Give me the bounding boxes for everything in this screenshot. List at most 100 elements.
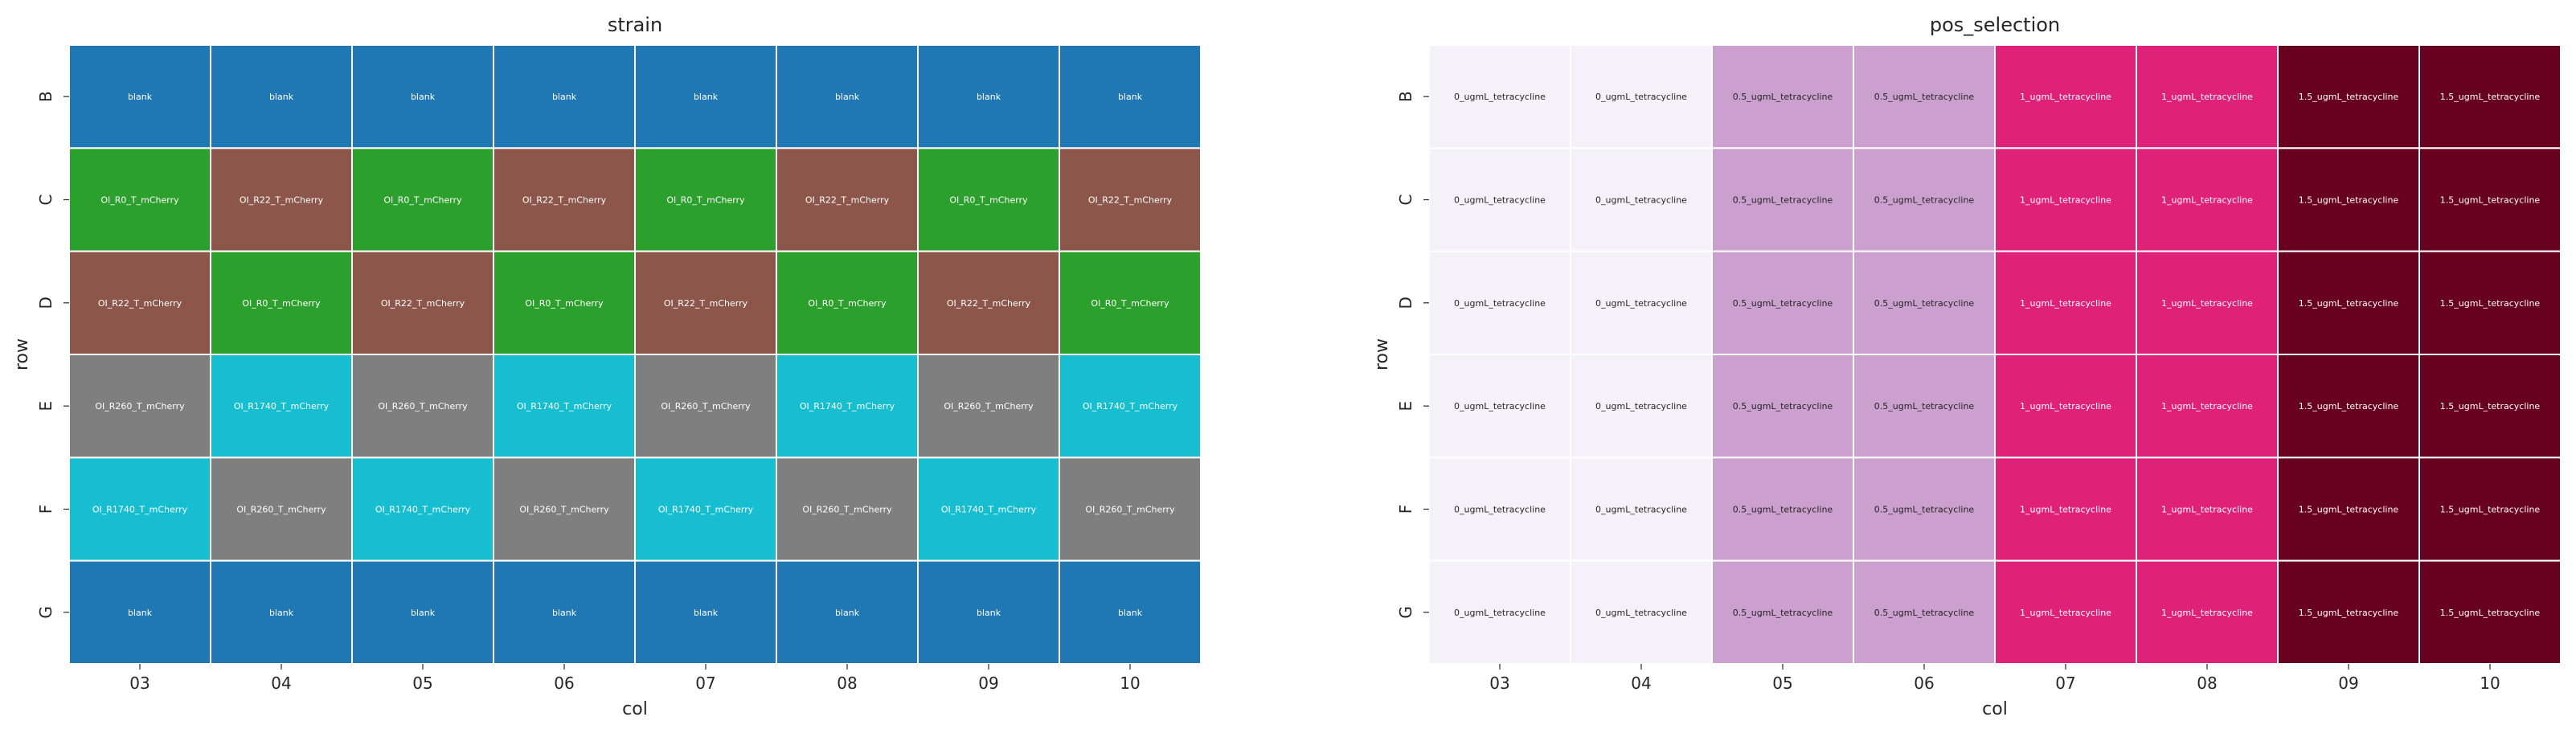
- heatmap-cell: [210, 44, 353, 149]
- heatmap-cell: [2277, 559, 2420, 665]
- cell-label: OI_R260_T_mCherry: [1085, 505, 1175, 515]
- heatmap-cell: [776, 250, 919, 355]
- cell-label: 0.5_ugmL_tetracycline: [1733, 505, 1833, 515]
- cell-label: OI_R260_T_mCherry: [519, 505, 609, 515]
- cell-label: blank: [411, 92, 436, 102]
- heatmap-cell: [776, 559, 919, 665]
- cell-label: blank: [977, 92, 1001, 102]
- y-tick-label: D: [36, 297, 55, 309]
- x-tick-label: 09: [2338, 674, 2358, 693]
- cell-label: 0_ugmL_tetracycline: [1595, 401, 1687, 412]
- y-tick-label: B: [36, 91, 55, 102]
- heatmap-cell: [1059, 250, 1202, 355]
- cell-label: 1.5_ugmL_tetracycline: [2440, 401, 2541, 412]
- heatmap-cell: [776, 457, 919, 562]
- cell-label: blank: [128, 92, 153, 102]
- heatmap-cell: [776, 147, 919, 252]
- heatmap-cell: [1428, 250, 1571, 355]
- cell-label: OI_R22_T_mCherry: [947, 298, 1031, 309]
- heatmap-panel-1: blank blank blank blank blank blank blank blank…: [12, 14, 1202, 719]
- x-tick-label: 05: [412, 674, 432, 693]
- cell-label: 0_ugmL_tetracycline: [1595, 92, 1687, 102]
- x-tick-label: 07: [695, 674, 715, 693]
- cell-label: blank: [269, 608, 294, 618]
- cell-label: OI_R1740_T_mCherry: [1083, 401, 1178, 412]
- heatmap-cell: [1853, 457, 1996, 562]
- x-tick-label: 10: [2480, 674, 2500, 693]
- x-tick-label: 05: [1772, 674, 1792, 693]
- cell-label: 1_ugmL_tetracycline: [2161, 92, 2253, 102]
- heatmap-cell: [634, 559, 777, 665]
- x-tick-label: 04: [271, 674, 291, 693]
- y-tick-label: F: [1396, 505, 1415, 514]
- heatmap-cell: [1711, 147, 1854, 252]
- cell-label: 1.5_ugmL_tetracycline: [2440, 92, 2541, 102]
- cell-label: 1_ugmL_tetracycline: [2161, 505, 2253, 515]
- heatmap-cell: [634, 250, 777, 355]
- heatmap-cell: [351, 250, 494, 355]
- heatmap-cell: [1711, 559, 1854, 665]
- cell-label: OI_R0_T_mCherry: [242, 298, 321, 309]
- cell-label: OI_R22_T_mCherry: [664, 298, 748, 309]
- heatmap-cell: [351, 354, 494, 459]
- cell-label: 0.5_ugmL_tetracycline: [1733, 608, 1833, 618]
- cell-label: blank: [977, 608, 1001, 618]
- cell-label: 1_ugmL_tetracycline: [2020, 608, 2111, 618]
- cell-label: 0.5_ugmL_tetracycline: [1874, 608, 1975, 618]
- heatmap-cell: [1570, 457, 1713, 562]
- cell-label: blank: [128, 608, 153, 618]
- cell-label: OI_R0_T_mCherry: [1091, 298, 1169, 309]
- heatmap-cell: [1570, 354, 1713, 459]
- cell-label: 0.5_ugmL_tetracycline: [1733, 92, 1833, 102]
- heatmap-cell: [776, 44, 919, 149]
- cell-label: 1.5_ugmL_tetracycline: [2440, 298, 2541, 309]
- cell-label: 0_ugmL_tetracycline: [1454, 92, 1546, 102]
- heatmap-cell: [2418, 147, 2562, 252]
- heatmap-cell: [1059, 147, 1202, 252]
- cell-label: blank: [1118, 92, 1143, 102]
- heatmap-cell: [1994, 44, 2137, 149]
- cell-label: 1_ugmL_tetracycline: [2161, 401, 2253, 412]
- heatmap-cell: [1853, 147, 1996, 252]
- cell-label: OI_R1740_T_mCherry: [800, 401, 895, 412]
- heatmap-cell: [210, 147, 353, 252]
- chart-title: pos_selection: [1930, 14, 2060, 36]
- heatmap-cell: [351, 559, 494, 665]
- heatmap-cell: [2277, 147, 2420, 252]
- cell-label: blank: [552, 92, 577, 102]
- heatmap-cell: [917, 354, 1060, 459]
- cell-label: 0.5_ugmL_tetracycline: [1874, 401, 1975, 412]
- cell-label: 1.5_ugmL_tetracycline: [2440, 608, 2541, 618]
- heatmap-cell: [1570, 559, 1713, 665]
- y-tick-label: E: [1396, 401, 1415, 412]
- y-tick-label: C: [36, 195, 55, 206]
- cell-label: 1.5_ugmL_tetracycline: [2299, 608, 2399, 618]
- cell-label: OI_R22_T_mCherry: [98, 298, 182, 309]
- x-tick-label: 03: [129, 674, 149, 693]
- cell-label: OI_R260_T_mCherry: [378, 401, 468, 412]
- cell-label: 1.5_ugmL_tetracycline: [2299, 92, 2399, 102]
- heatmap-cell: [210, 250, 353, 355]
- cell-label: 1.5_ugmL_tetracycline: [2440, 505, 2541, 515]
- y-axis-label: row: [12, 338, 32, 371]
- heatmap-cell: [1428, 44, 1571, 149]
- heatmap-cell: [1570, 147, 1713, 252]
- cell-label: 0_ugmL_tetracycline: [1595, 608, 1687, 618]
- heatmap-cell: [2418, 354, 2562, 459]
- cell-label: 0_ugmL_tetracycline: [1454, 298, 1546, 309]
- heatmap-cell: [2136, 457, 2279, 562]
- cell-label: 1_ugmL_tetracycline: [2161, 195, 2253, 206]
- cell-label: 0.5_ugmL_tetracycline: [1733, 298, 1833, 309]
- y-tick-label: F: [36, 505, 55, 514]
- cell-label: blank: [269, 92, 294, 102]
- cell-label: blank: [411, 608, 436, 618]
- cell-label: OI_R260_T_mCherry: [802, 505, 892, 515]
- heatmap-cell: [68, 354, 211, 459]
- x-tick-label: 06: [554, 674, 574, 693]
- heatmap-cell: [493, 457, 636, 562]
- heatmap-cell: [634, 44, 777, 149]
- x-tick-label: 03: [1489, 674, 1509, 693]
- cell-label: blank: [694, 608, 719, 618]
- cell-label: OI_R0_T_mCherry: [383, 195, 462, 206]
